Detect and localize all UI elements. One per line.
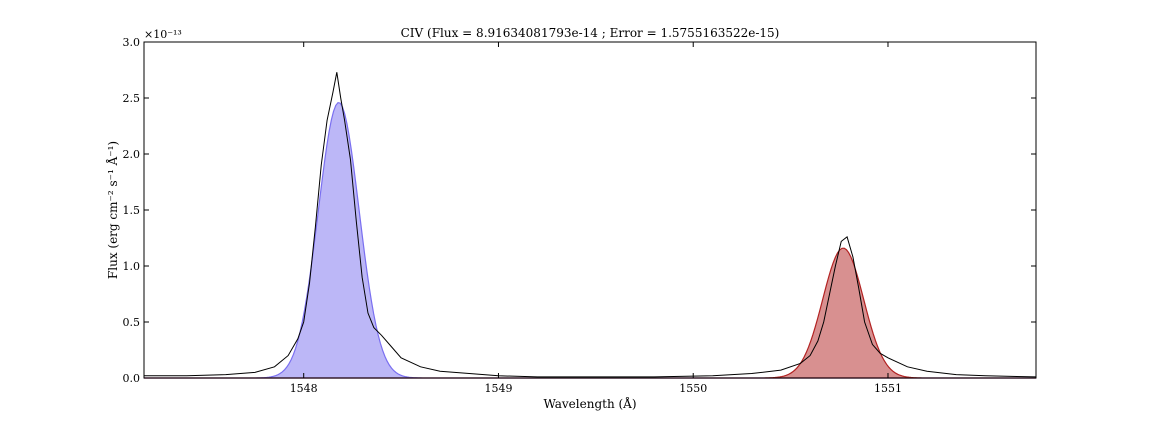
x-tick-label: 1551 bbox=[874, 382, 902, 395]
x-tick-label: 1548 bbox=[290, 382, 318, 395]
plot-frame bbox=[143, 41, 1037, 379]
x-axis-title: Wavelength (Å) bbox=[543, 396, 636, 411]
y-tick-label: 2.5 bbox=[123, 92, 141, 105]
plot-area bbox=[144, 72, 1037, 379]
x-tick-label: 1550 bbox=[679, 382, 707, 395]
y-tick-label: 1.5 bbox=[123, 204, 141, 217]
y-tick-label: 1.0 bbox=[123, 260, 141, 273]
y-tick-label: 0.5 bbox=[123, 316, 141, 329]
observed-spectrum-line bbox=[144, 72, 1037, 378]
y-offset-label: ×10⁻¹³ bbox=[144, 28, 182, 41]
x-tick-label: 1549 bbox=[484, 382, 512, 395]
x-axis: 1548 1549 1550 1551 bbox=[290, 42, 902, 395]
gaussian-fill-0 bbox=[144, 101, 1036, 379]
gaussian-fill-1 bbox=[144, 247, 1036, 379]
chart-title: CIV (Flux = 8.91634081793e-14 ; Error = … bbox=[401, 26, 780, 40]
y-axis-title: Flux (erg cm⁻² s⁻¹ Å⁻¹) bbox=[105, 141, 120, 279]
y-tick-label: 3.0 bbox=[123, 36, 141, 49]
y-tick-label: 2.0 bbox=[123, 148, 141, 161]
y-axis: 0.0 0.5 1.0 1.5 2.0 2.5 3.0 bbox=[123, 36, 1036, 385]
y-tick-label: 0.0 bbox=[123, 372, 141, 385]
